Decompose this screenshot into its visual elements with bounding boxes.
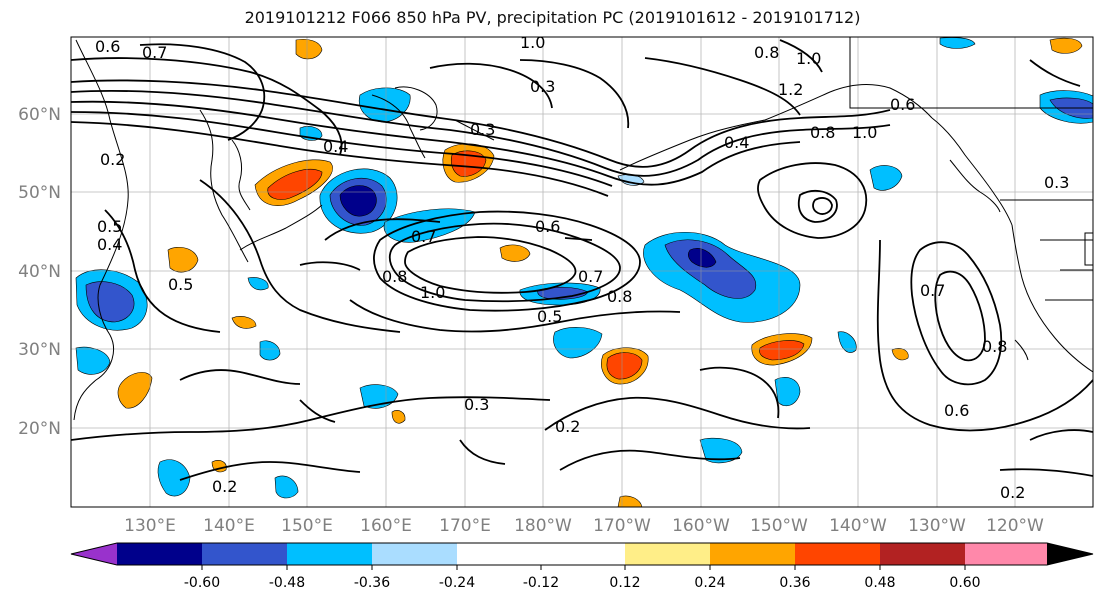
colorbar-tick-labels: -0.60 -0.48 -0.36 -0.24 -0.12 0.12 0.24 … [184,575,981,591]
contour-label: 1.2 [778,80,803,99]
colorbar-tick-label: -0.48 [269,575,305,591]
longitude-labels: 130°E 140°E 150°E 160°E 170°E 180°W 170°… [124,516,1044,536]
colorbar-segment [287,543,372,565]
colorbar-segment [795,543,880,565]
colorbar-tick-label: -0.24 [439,575,475,591]
colorbar-segment [71,543,117,565]
contour-label: 0.5 [168,275,193,294]
contour-label: 0.2 [212,477,237,496]
contour-label: 1.0 [852,123,877,142]
contour-label: 0.6 [944,401,969,420]
map-plot-area: 0.6 0.7 1.0 0.8 1.0 1.2 0.6 0.8 1.0 0.4 … [71,33,1093,507]
contour-label: 1.0 [420,283,445,302]
pv-contour-labels: 0.6 0.7 1.0 0.8 1.0 1.2 0.6 0.8 1.0 0.4 … [95,33,1069,502]
contour-label: 0.3 [530,77,555,96]
colorbar-segment [202,543,287,565]
contour-label: 0.3 [1044,173,1069,192]
colorbar-tick-label: 0.24 [694,575,725,591]
lon-label: 150°E [281,516,333,536]
contour-label: 1.0 [520,33,545,52]
contour-label: 0.2 [1000,483,1025,502]
colorbar-segment [965,543,1047,565]
contour-label: 0.2 [555,417,580,436]
precipitation-shading [75,37,1093,507]
contour-label: 0.5 [537,307,562,326]
colorbar-segment [625,543,710,565]
lon-label: 130°W [908,516,966,536]
latitude-labels: 60°N 50°N 40°N 30°N 20°N [18,105,61,439]
lon-label: 170°W [593,516,651,536]
contour-label: 0.6 [535,217,560,236]
lon-label: 170°E [439,516,491,536]
lon-label: 140°E [203,516,255,536]
contour-label: 0.7 [411,227,436,246]
colorbar-tick-marks [201,565,966,570]
contour-label: 0.7 [142,43,167,62]
colorbar-segment [372,543,457,565]
lat-label: 40°N [18,262,61,282]
colorbar-tick-label: 0.48 [864,575,895,591]
contour-label: 0.8 [754,43,779,62]
contour-label: 0.5 [97,217,122,236]
contour-label: 0.2 [100,150,125,169]
colorbar-tick-label: -0.36 [354,575,390,591]
colorbar-segment [1047,543,1093,565]
contour-label: 0.3 [464,395,489,414]
colorbar-tick-label: 0.12 [609,575,640,591]
lat-label: 30°N [18,340,61,360]
colorbar-tick-label: 0.36 [779,575,810,591]
contour-label: 0.8 [382,267,407,286]
colorbar-outline [70,542,1094,566]
colorbar-tick-label: -0.60 [184,575,220,591]
contour-label: 0.7 [578,267,603,286]
colorbar-tick-label: 0.60 [949,575,980,591]
colorbar-segment [880,543,965,565]
lon-label: 120°W [986,516,1044,536]
lat-label: 60°N [18,105,61,125]
lon-label: 160°E [360,516,412,536]
colorbar-segment [117,543,202,565]
colorbar-segment [457,543,625,565]
contour-label: 0.6 [95,37,120,56]
colorbar-tick-label: -0.12 [523,575,559,591]
map-title: 2019101212 F066 850 hPa PV, precipitatio… [244,8,861,27]
contour-label: 0.7 [920,281,945,300]
colorbar-segment [710,543,795,565]
lon-label: 160°W [672,516,730,536]
contour-label: 0.4 [724,133,749,152]
pv-contours [71,39,1093,481]
contour-label: 0.4 [323,137,348,156]
contour-label: 0.3 [470,120,495,139]
contour-label: 0.6 [890,95,915,114]
lat-label: 20°N [18,419,61,439]
colorbar: -0.60 -0.48 -0.36 -0.24 -0.12 0.12 0.24 … [70,542,1094,591]
lon-label: 130°E [124,516,176,536]
map-frame [70,36,1094,508]
lon-label: 140°W [829,516,887,536]
lon-label: 150°W [750,516,808,536]
lon-label: 180°W [514,516,572,536]
contour-label: 0.8 [810,123,835,142]
contour-label: 0.4 [97,235,122,254]
contour-label: 0.8 [607,287,632,306]
contour-label: 0.8 [982,337,1007,356]
contour-label: 1.0 [796,49,821,68]
lat-label: 50°N [18,183,61,203]
